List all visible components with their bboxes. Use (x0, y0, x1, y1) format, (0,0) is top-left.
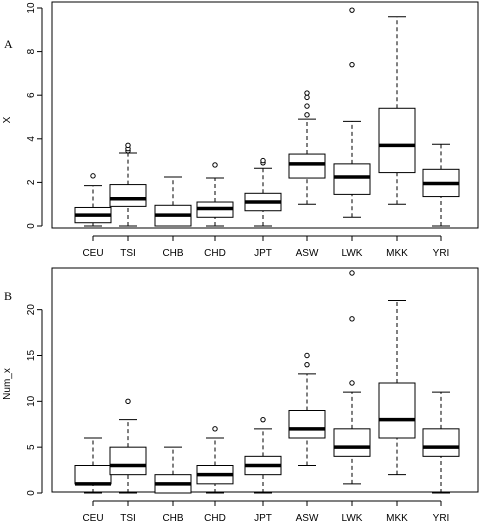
iqr-box (378, 107, 416, 174)
y-tick-label: 6 (26, 92, 37, 98)
x-tick-label: LWK (342, 513, 363, 524)
outlier-point (125, 398, 131, 405)
box-ceu: CEU (74, 437, 112, 524)
y-axis-label: X (2, 116, 13, 123)
plot-frame (51, 267, 479, 493)
outlier-point (304, 361, 310, 368)
iqr-box (422, 428, 460, 457)
box-yri: YRI (422, 143, 460, 259)
outlier-point (212, 426, 218, 432)
x-tick-label: YRI (433, 513, 450, 524)
outlier-point (349, 380, 355, 386)
y-tick-label: 5 (26, 444, 37, 450)
box-lwk: LWK (333, 270, 371, 524)
y-tick-label: 2 (26, 179, 37, 185)
box-mkk: MKK (378, 300, 416, 524)
box-asw: ASW (288, 352, 326, 524)
y-tick-label: 0 (26, 223, 37, 229)
y-tick-label: 8 (26, 48, 37, 54)
iqr-box (378, 382, 416, 439)
y-axis-label: Num_x (2, 368, 13, 400)
box-chb: CHB (154, 446, 192, 524)
panel-label: A (4, 37, 13, 51)
x-tick-label: TSI (120, 513, 136, 524)
iqr-box (74, 465, 112, 485)
x-tick-label: CHD (204, 248, 226, 259)
outlier-point (304, 352, 310, 359)
x-tick-label: LWK (342, 248, 363, 259)
plot-frame (51, 1, 479, 229)
outlier-point (349, 7, 355, 13)
iqr-box (333, 428, 371, 457)
box-tsi: TSI (109, 398, 147, 524)
iqr-box (109, 184, 147, 207)
box-chd: CHD (196, 162, 234, 259)
y-tick-label: 15 (26, 350, 37, 362)
box-lwk: LWK (333, 7, 371, 259)
x-tick-label: CHB (162, 513, 183, 524)
box-tsi: TSI (109, 142, 147, 259)
box-jpt: JPT (244, 157, 282, 259)
x-tick-label: MKK (386, 513, 408, 524)
x-tick-label: YRI (433, 248, 450, 259)
outlier-point (260, 157, 266, 164)
outlier-point (304, 103, 310, 109)
outlier-point (304, 94, 310, 101)
panel-b: 0 5 10 15 20 Num_x B CEU TSI CHB CHD JPT ASW LWK MKK YR… (2, 267, 479, 524)
box-yri: YRI (422, 391, 460, 524)
box-chb: CHB (154, 176, 192, 259)
outlier-point (304, 112, 310, 118)
y-tick-label: 4 (26, 136, 37, 142)
outlier-point (304, 90, 310, 96)
x-tick-label: JPT (254, 248, 272, 259)
y-tick-label: 10 (26, 395, 37, 407)
panel-label: B (4, 289, 12, 303)
iqr-box (109, 446, 147, 476)
iqr-box (288, 153, 326, 179)
x-tick-label: MKK (386, 248, 408, 259)
outlier-point (125, 142, 131, 149)
y-tick-label: 0 (26, 490, 37, 496)
box-ceu: CEU (74, 173, 112, 259)
y-tick-label: 20 (26, 304, 37, 316)
y-tick-label: 10 (26, 2, 37, 14)
x-tick-label: TSI (120, 248, 136, 259)
box-asw: ASW (288, 90, 326, 259)
box-mkk: MKK (378, 16, 416, 259)
x-tick-label: JPT (254, 513, 272, 524)
outlier-point (349, 270, 355, 276)
x-tick-label: ASW (296, 248, 319, 259)
outlier-point (349, 316, 355, 322)
panel-a: 0 2 4 6 8 10 X A CEU TSI CHB CHD JPT ASW LWK MKK YRI (2, 1, 479, 259)
x-tick-label: CEU (82, 513, 103, 524)
box-jpt: JPT (244, 416, 282, 524)
x-tick-label: CHB (162, 248, 183, 259)
x-tick-label: CHD (204, 513, 226, 524)
outlier-point (349, 61, 355, 68)
outlier-point (212, 162, 218, 168)
x-tick-label: CEU (82, 248, 103, 259)
box-chd: CHD (196, 426, 234, 524)
outlier-point (90, 173, 96, 179)
outlier-point (260, 416, 266, 423)
iqr-box (288, 410, 326, 439)
iqr-box (333, 163, 371, 195)
x-tick-label: ASW (296, 513, 319, 524)
